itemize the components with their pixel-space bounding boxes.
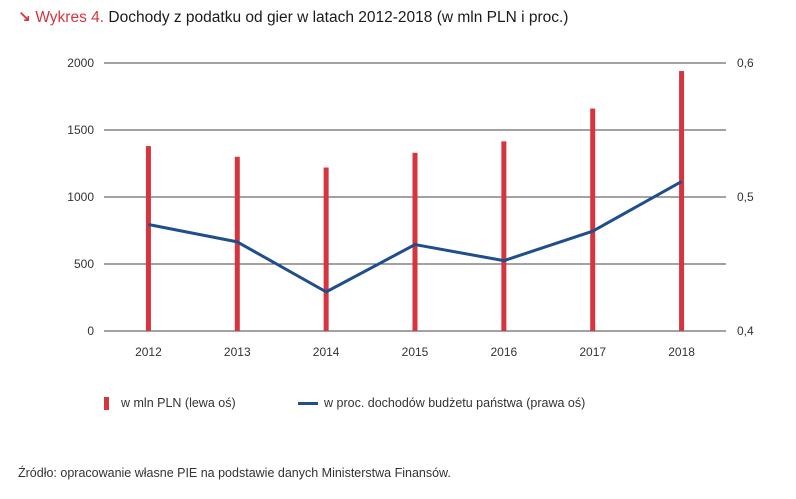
left-tick-label: 2000	[67, 56, 94, 70]
right-tick-label: 0,6	[737, 56, 754, 70]
legend-item-bars: w mln PLN (lewa oś)	[104, 396, 236, 410]
x-tick-label: 2014	[313, 345, 340, 359]
x-tick-label: 2017	[579, 345, 606, 359]
bar	[679, 71, 685, 331]
chart-number: Wykres 4.	[35, 9, 105, 26]
x-tick-label: 2016	[491, 345, 518, 359]
left-tick-label: 1000	[67, 190, 94, 204]
x-tick-label: 2018	[668, 345, 695, 359]
arrow-down-right-icon: ↘	[18, 9, 31, 26]
chart-title: ↘ Wykres 4. Dochody z podatku od gier w …	[18, 8, 568, 27]
line-series	[148, 180, 683, 294]
bar	[412, 152, 418, 331]
right-tick-label: 0,4	[737, 324, 754, 338]
bar	[590, 108, 596, 331]
source-note: Źródło: opracowanie własne PIE na podsta…	[18, 466, 451, 480]
legend-bar-label: w mln PLN (lewa oś)	[121, 396, 236, 410]
right-axis-ticks: 0,4 0,5 0,6	[737, 56, 754, 338]
bar	[501, 141, 507, 331]
left-tick-label: 500	[74, 257, 94, 271]
bar	[145, 146, 151, 331]
bar	[323, 167, 329, 331]
chart-title-text: Dochody z podatku od gier w latach 2012-…	[108, 9, 569, 26]
x-tick-label: 2012	[135, 345, 162, 359]
x-axis-ticks: 2012 2013 2014 2015 2016 2017 2018	[135, 345, 695, 359]
x-tick-label: 2015	[402, 345, 429, 359]
left-axis-ticks: 0 500 1000 1500 2000	[67, 56, 94, 338]
legend-line-swatch	[298, 401, 318, 405]
x-tick-label: 2013	[224, 345, 251, 359]
legend-bar-swatch	[104, 396, 109, 410]
bar	[234, 156, 240, 331]
left-tick-label: 0	[87, 324, 94, 338]
right-tick-label: 0,5	[737, 190, 754, 204]
left-tick-label: 1500	[67, 123, 94, 137]
bar-series	[145, 71, 685, 331]
legend-item-line: w proc. dochodów budżetu państwa (prawa …	[298, 396, 585, 410]
legend-line-label: w proc. dochodów budżetu państwa (prawa …	[324, 396, 586, 410]
